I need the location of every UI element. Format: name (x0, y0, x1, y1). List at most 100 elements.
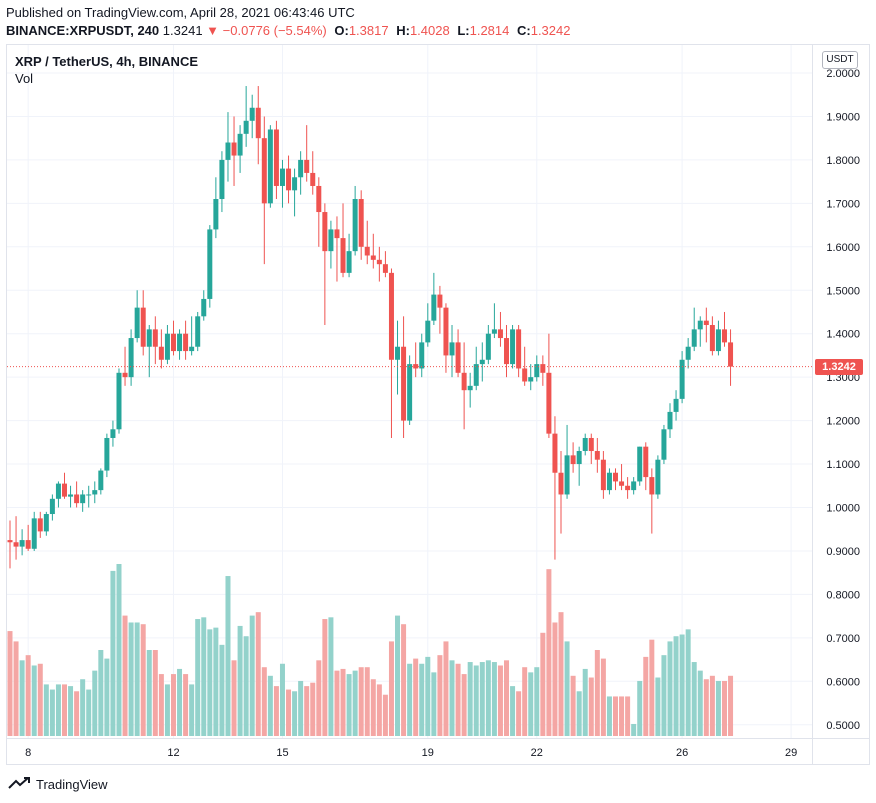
chart-frame (6, 44, 870, 765)
low-label: L: (457, 23, 470, 38)
volume-bar (613, 696, 618, 736)
volume-bar (619, 696, 625, 736)
volume-bar (582, 668, 588, 736)
candle (691, 307, 697, 352)
volume-bar (74, 691, 80, 736)
volume-bar (479, 662, 485, 736)
volume-bar (552, 622, 558, 736)
footer-brand-label: TradingView (36, 776, 108, 792)
volume-bar (431, 672, 437, 736)
candle (19, 529, 25, 556)
volume-bar (558, 612, 564, 736)
candle (564, 424, 570, 499)
close-value: 1.3242 (530, 23, 571, 38)
candle (600, 451, 606, 499)
volume-bar (649, 639, 655, 736)
candle (279, 159, 285, 208)
time-axis[interactable]: 8 12 15 19 22 26 29 (25, 747, 797, 759)
candle (582, 433, 588, 456)
price-tick-label: 0.8000 (826, 589, 860, 601)
candle (340, 203, 346, 278)
volume-bar (110, 570, 116, 736)
price-change: −0.0776 (−5.54%) (222, 23, 327, 38)
volume-bar (19, 660, 25, 736)
candle (189, 316, 195, 356)
volume-bar (606, 696, 612, 736)
volume-bar (92, 670, 98, 736)
candle (61, 472, 67, 499)
volume-bar (279, 663, 285, 736)
volume-bar (376, 684, 382, 736)
volume-bar (715, 680, 721, 736)
volume-bar (703, 679, 709, 736)
candle (413, 342, 419, 378)
volume-bar (721, 680, 727, 736)
candle (697, 316, 703, 347)
footer-brand[interactable]: TradingView (8, 776, 108, 792)
price-tick-label: 1.2000 (826, 416, 860, 428)
candle (491, 303, 497, 339)
time-tick-label: 26 (676, 747, 688, 759)
candle (649, 468, 655, 534)
currency-button[interactable]: USDT (822, 51, 858, 69)
candle (401, 316, 407, 438)
time-tick-label: 8 (25, 747, 31, 759)
volume-bar (576, 691, 582, 736)
candle (606, 468, 612, 495)
volume-bar (152, 650, 158, 736)
candle (346, 233, 352, 278)
volume-bar (25, 655, 31, 736)
symbol-ohlc-line: BINANCE:XRPUSDT, 240 1.3241 ▼ −0.0776 (−… (6, 23, 570, 38)
candle (382, 251, 388, 278)
candle (49, 494, 55, 521)
candle (122, 346, 128, 386)
candle (310, 151, 316, 195)
candle (455, 329, 461, 378)
candle (68, 485, 74, 508)
volume-bar (691, 662, 697, 736)
published-line: Published on TradingView.com, April 28, … (6, 5, 355, 20)
candle (364, 220, 370, 265)
candle (528, 364, 534, 391)
price-tick-label: 1.8000 (826, 155, 860, 167)
volume-bar (352, 670, 358, 736)
candle (116, 368, 122, 434)
candle (370, 233, 376, 269)
change-arrow-icon: ▼ (206, 23, 220, 38)
candle (715, 320, 721, 356)
volume-bar (158, 674, 164, 736)
price-tick-label: 2.0000 (826, 68, 860, 80)
volume-bar (401, 624, 407, 736)
time-tick-label: 12 (167, 747, 179, 759)
volume-bar (334, 670, 340, 736)
candle (619, 464, 625, 491)
candle (98, 468, 104, 495)
volume-bar (13, 641, 19, 736)
volume-bar (643, 656, 649, 736)
candle (667, 403, 673, 438)
time-tick-label: 22 (531, 747, 543, 759)
volume-bar (170, 674, 176, 736)
volume-bar (655, 677, 661, 736)
price-axis[interactable]: 2.0000 1.9000 1.8000 1.7000 1.6000 1.5000 1.40… (826, 68, 860, 732)
price-tick-label: 1.3000 (826, 372, 860, 384)
volume-bar (437, 655, 443, 736)
volume-bar (358, 667, 364, 736)
candle (322, 203, 328, 326)
volume-bar (231, 660, 237, 736)
volume-bar (497, 665, 503, 736)
candle (237, 125, 243, 173)
volume-bar (697, 670, 703, 736)
candle (443, 303, 449, 373)
volume-bar (219, 644, 225, 736)
volume-bar (98, 650, 104, 736)
volume-bar (685, 629, 691, 736)
candle (631, 477, 637, 495)
high-value: 1.4028 (409, 23, 450, 38)
candle (273, 120, 279, 200)
volume-bar (522, 667, 528, 736)
volume-bar (310, 682, 316, 736)
candle (146, 325, 152, 378)
volume-bar (183, 674, 189, 736)
